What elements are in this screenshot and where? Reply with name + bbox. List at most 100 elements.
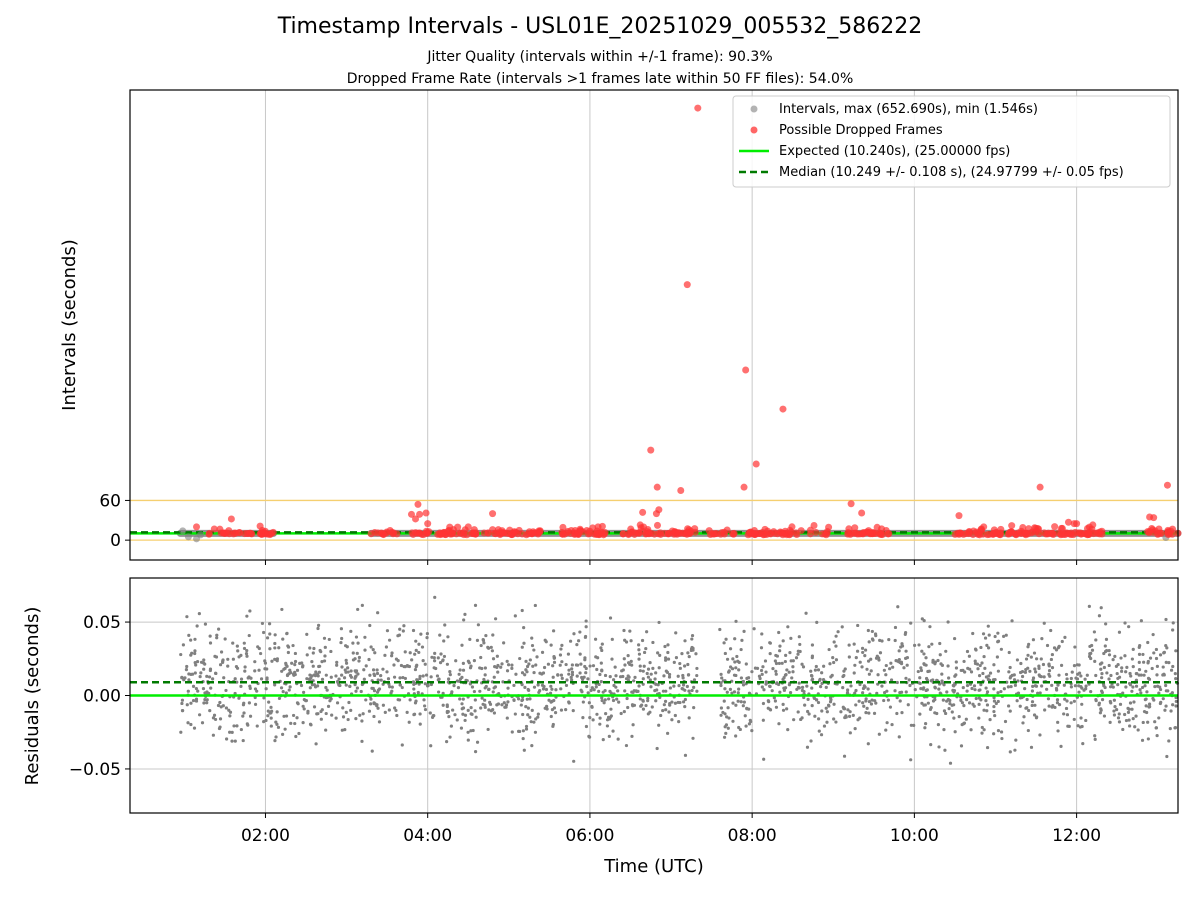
residual-point-1203 <box>1003 719 1008 724</box>
residual-point-1938 <box>897 649 901 653</box>
residual-point-2195 <box>1134 684 1139 688</box>
residual-point-1546 <box>954 666 959 670</box>
residual-point-1184 <box>774 669 778 673</box>
dropped-point-482 <box>858 509 866 517</box>
residual-point-144 <box>215 633 219 637</box>
residual-point-1240 <box>790 676 794 680</box>
residual-point-1332 <box>1012 678 1017 682</box>
residual-point-1230 <box>964 717 968 721</box>
residual-point-1753 <box>1080 702 1084 706</box>
residual-point-57 <box>414 639 418 643</box>
residual-point-906 <box>581 700 585 704</box>
residual-point-1924 <box>1079 716 1083 720</box>
residual-point-1225 <box>1123 712 1127 717</box>
residual-point-1342 <box>816 668 821 672</box>
residual-point-1461 <box>924 676 929 681</box>
residual-point-1208 <box>798 642 802 647</box>
residual-point-759 <box>193 660 197 665</box>
residual-point-200 <box>355 686 360 690</box>
residual-point-383 <box>200 721 205 725</box>
residual-point-2148 <box>1099 708 1103 712</box>
residual-point-899 <box>203 622 208 626</box>
residual-point-171 <box>323 654 327 658</box>
residual-point-1113 <box>353 676 357 680</box>
residual-point-1467 <box>731 719 735 723</box>
residual-point-436 <box>218 700 222 705</box>
residual-point-63 <box>231 657 235 661</box>
residual-point-991 <box>181 643 186 647</box>
residual-point-1819 <box>977 673 982 678</box>
residual-point-2040 <box>1171 703 1175 707</box>
residual-point-1027 <box>351 641 355 645</box>
residual-point-924 <box>372 672 376 676</box>
residual-point-1776 <box>816 700 821 705</box>
residual-point-2187 <box>1144 697 1148 701</box>
residual-point-635 <box>578 652 582 656</box>
residual-point-682 <box>193 649 197 653</box>
residual-point-490 <box>625 696 629 701</box>
residual-point-2091 <box>869 669 873 673</box>
residual-point-2107 <box>1050 666 1055 670</box>
residual-point-1277 <box>1025 697 1029 702</box>
residual-point-1674 <box>917 643 921 647</box>
legend-label-median: Median (10.249 +/- 0.108 s), (24.97799 +… <box>779 165 1124 180</box>
residual-point-863 <box>560 660 564 664</box>
residual-point-1088 <box>493 665 497 669</box>
residual-point-223 <box>369 645 373 649</box>
residual-point-1428 <box>1131 665 1135 669</box>
residual-point-2131 <box>923 703 927 707</box>
residual-point-1942 <box>1033 667 1037 671</box>
residual-point-2118 <box>1132 700 1136 704</box>
residual-point-1337 <box>1053 705 1057 710</box>
residual-point-1373 <box>757 674 762 678</box>
residual-point-1116 <box>411 628 416 633</box>
residual-point-1625 <box>1164 704 1168 708</box>
residual-point-1289 <box>1062 683 1066 687</box>
residual-point-299 <box>205 701 209 705</box>
residual-point-1450 <box>1037 664 1041 668</box>
residual-point-2117 <box>810 704 814 708</box>
residual-point-1398 <box>957 715 961 719</box>
residual-point-1662 <box>1129 674 1133 678</box>
residual-point-579 <box>488 700 492 704</box>
residual-point-1570 <box>1112 698 1116 702</box>
residual-point-519 <box>690 645 694 650</box>
residual-point-1345 <box>760 685 764 689</box>
residual-point-1167 <box>415 678 419 682</box>
residual-point-1210 <box>980 725 984 730</box>
residual-point-2009 <box>774 653 778 658</box>
residual-point-1013 <box>186 689 190 693</box>
residual-point-1704 <box>1063 635 1067 640</box>
residual-point-1766 <box>794 656 799 660</box>
residual-point-2109 <box>1137 668 1142 672</box>
residual-point-1581 <box>977 716 981 720</box>
residual-point-404 <box>388 685 392 689</box>
residual-point-1242 <box>783 659 787 664</box>
residual-point-292 <box>608 616 613 620</box>
dropped-point-476 <box>653 483 661 491</box>
residual-point-251 <box>668 686 672 690</box>
residual-point-343 <box>632 679 636 683</box>
residual-point-704 <box>323 645 327 649</box>
residual-point-964 <box>379 678 383 682</box>
residual-point-1626 <box>973 659 977 663</box>
residual-point-829 <box>622 710 626 714</box>
residual-point-182 <box>458 697 462 701</box>
residual-point-989 <box>364 698 368 702</box>
residual-point-2033 <box>719 713 723 717</box>
residual-point-2149 <box>1153 720 1157 724</box>
residual-point-1988 <box>985 709 989 713</box>
residual-point-502 <box>355 651 359 655</box>
residual-point-542 <box>564 683 569 688</box>
residual-point-1993 <box>748 718 752 722</box>
residual-point-735 <box>228 730 232 734</box>
residual-point-1084 <box>386 677 391 681</box>
bottom-ytick-label-1: 0.00 <box>83 687 121 707</box>
residual-point-1866 <box>954 673 958 677</box>
residual-point-1978 <box>1056 729 1060 733</box>
residual-point-362 <box>241 738 245 743</box>
residual-point-297 <box>482 641 486 645</box>
residual-point-832 <box>264 687 268 691</box>
residual-point-1962 <box>810 678 814 682</box>
residual-point-1765 <box>904 649 908 653</box>
